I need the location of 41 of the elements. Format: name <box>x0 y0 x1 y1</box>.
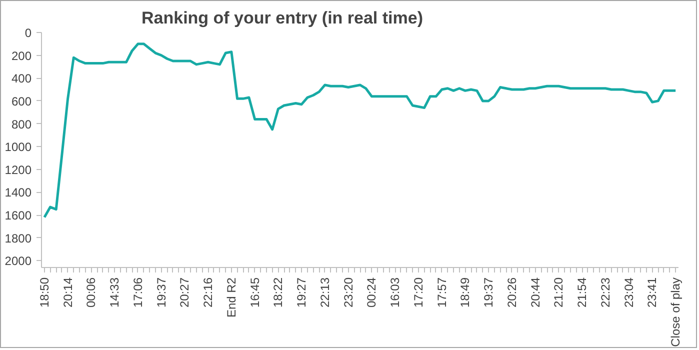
x-tick-label: 21:20 <box>552 277 566 308</box>
x-tick-label: 20:26 <box>504 277 519 308</box>
x-tick-label: 23:20 <box>341 277 356 308</box>
x-tick-label: 14:33 <box>108 277 122 308</box>
y-tick-label: 1200 <box>4 162 32 177</box>
x-tick-label: Close of play <box>668 277 683 347</box>
y-tick-label: 1400 <box>4 186 32 200</box>
x-tick-label: 20:44 <box>528 277 542 308</box>
y-tick-label: 600 <box>11 94 32 108</box>
y-tick-label: 800 <box>11 117 32 132</box>
x-tick-label: 18:22 <box>271 277 286 308</box>
x-tick-label: 19:37 <box>482 277 496 308</box>
y-tick-label: 1000 <box>4 140 32 154</box>
chart-title: Ranking of your entry (in real time) <box>142 8 423 28</box>
x-tick-label: 17:20 <box>411 277 426 308</box>
y-tick-label: 0 <box>24 26 32 40</box>
x-tick-label: 16:03 <box>388 277 402 308</box>
x-tick-label: 00:06 <box>84 277 98 308</box>
x-tick-label: 16:45 <box>248 277 262 308</box>
x-tick-label: 17:57 <box>434 277 449 308</box>
y-tick-label: 2000 <box>4 254 32 268</box>
x-tick-label: 23:41 <box>645 277 660 308</box>
y-tick-label: 400 <box>11 72 32 86</box>
x-tick-label: 22:23 <box>598 277 612 308</box>
x-tick-label: 19:27 <box>294 277 309 308</box>
x-tick-label: 00:24 <box>364 277 379 308</box>
line-series <box>43 42 677 219</box>
x-tick-label: 18:49 <box>458 277 472 308</box>
x-tick-label: 22:16 <box>201 277 216 308</box>
x-tick-label: 22:13 <box>318 277 332 308</box>
y-tick-label: 1600 <box>4 208 32 223</box>
x-tick-label: 20:14 <box>60 277 75 308</box>
y-tick-label: 200 <box>11 48 32 63</box>
x-tick-label: 20:27 <box>178 277 192 308</box>
y-tick-label: 1800 <box>4 231 32 246</box>
x-tick-label: 19:37 <box>154 277 168 308</box>
x-tick-label: 18:50 <box>37 277 52 308</box>
x-tick-label: 17:06 <box>130 277 145 308</box>
x-tick-label: 23:04 <box>622 277 636 308</box>
x-tick-label: End R2 <box>224 277 238 318</box>
x-tick-label: 21:54 <box>575 277 590 308</box>
